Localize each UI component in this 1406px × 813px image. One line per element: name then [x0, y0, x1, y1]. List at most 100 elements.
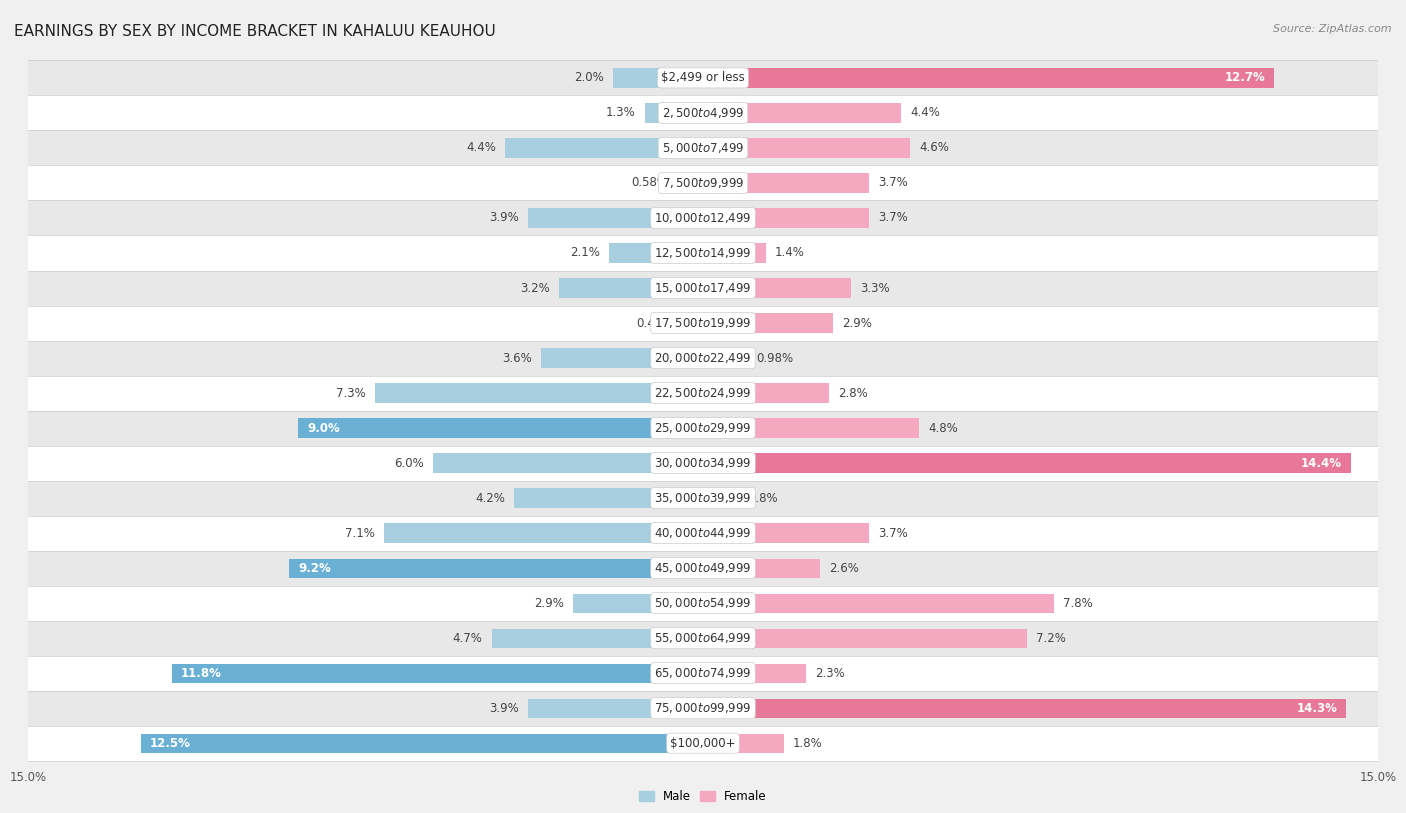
Text: 2.3%: 2.3%	[815, 667, 845, 680]
Bar	[703, 419, 920, 437]
Text: 12.5%: 12.5%	[149, 737, 190, 750]
Text: 0.46%: 0.46%	[636, 316, 673, 329]
Text: 7.2%: 7.2%	[1036, 632, 1066, 645]
Bar	[141, 733, 703, 753]
Text: 3.9%: 3.9%	[489, 211, 519, 224]
Text: $2,499 or less: $2,499 or less	[661, 72, 745, 85]
Bar	[613, 68, 703, 88]
Bar	[28, 411, 1378, 446]
Text: $10,000 to $12,499: $10,000 to $12,499	[654, 211, 752, 225]
Text: $100,000+: $100,000+	[671, 737, 735, 750]
Text: 3.9%: 3.9%	[489, 702, 519, 715]
Text: 7.8%: 7.8%	[1063, 597, 1092, 610]
Text: $55,000 to $64,999: $55,000 to $64,999	[654, 631, 752, 646]
Bar	[374, 384, 703, 402]
Bar	[384, 524, 703, 543]
Text: $65,000 to $74,999: $65,000 to $74,999	[654, 666, 752, 680]
Text: $20,000 to $22,499: $20,000 to $22,499	[654, 351, 752, 365]
Text: 2.8%: 2.8%	[838, 386, 868, 399]
Bar	[527, 698, 703, 718]
Bar	[703, 384, 830, 402]
Bar	[703, 278, 852, 298]
Bar	[28, 515, 1378, 550]
Bar	[703, 138, 910, 158]
Bar	[505, 138, 703, 158]
Bar	[703, 173, 869, 193]
Text: 3.7%: 3.7%	[879, 527, 908, 540]
Bar	[28, 236, 1378, 271]
Bar	[28, 271, 1378, 306]
Bar	[703, 698, 1347, 718]
Bar	[703, 68, 1274, 88]
Text: $25,000 to $29,999: $25,000 to $29,999	[654, 421, 752, 435]
Bar	[703, 208, 869, 228]
Text: 1.8%: 1.8%	[793, 737, 823, 750]
Text: 9.2%: 9.2%	[298, 562, 330, 575]
Text: 4.6%: 4.6%	[920, 141, 949, 154]
Text: 7.3%: 7.3%	[336, 386, 366, 399]
Bar	[433, 454, 703, 472]
Bar	[28, 341, 1378, 376]
Text: 3.2%: 3.2%	[520, 281, 550, 294]
Text: 4.4%: 4.4%	[467, 141, 496, 154]
Bar	[703, 628, 1026, 648]
Text: 3.7%: 3.7%	[879, 211, 908, 224]
Text: $45,000 to $49,999: $45,000 to $49,999	[654, 561, 752, 575]
Bar	[28, 95, 1378, 130]
Text: 14.3%: 14.3%	[1296, 702, 1337, 715]
Text: 0.58%: 0.58%	[631, 176, 668, 189]
Bar	[28, 550, 1378, 585]
Bar	[572, 593, 703, 613]
Text: 2.9%: 2.9%	[842, 316, 872, 329]
Bar	[28, 691, 1378, 726]
Text: 12.7%: 12.7%	[1225, 72, 1265, 85]
Bar	[172, 663, 703, 683]
Text: 1.3%: 1.3%	[606, 107, 636, 120]
Bar	[492, 628, 703, 648]
Bar	[541, 349, 703, 367]
Bar	[28, 620, 1378, 655]
Legend: Male, Female: Male, Female	[634, 785, 772, 808]
Text: $40,000 to $44,999: $40,000 to $44,999	[654, 526, 752, 540]
Bar	[28, 726, 1378, 761]
Bar	[28, 130, 1378, 166]
Text: $5,000 to $7,499: $5,000 to $7,499	[662, 141, 744, 155]
Bar	[703, 349, 747, 367]
Text: EARNINGS BY SEX BY INCOME BRACKET IN KAHALUU KEAUHOU: EARNINGS BY SEX BY INCOME BRACKET IN KAH…	[14, 24, 496, 39]
Text: $17,500 to $19,999: $17,500 to $19,999	[654, 316, 752, 330]
Bar	[28, 166, 1378, 201]
Bar	[676, 173, 703, 193]
Text: 9.0%: 9.0%	[307, 422, 340, 435]
Bar	[515, 489, 703, 508]
Text: 4.8%: 4.8%	[928, 422, 957, 435]
Text: 11.8%: 11.8%	[181, 667, 222, 680]
Text: 3.7%: 3.7%	[879, 176, 908, 189]
Bar	[644, 103, 703, 123]
Text: 3.6%: 3.6%	[502, 351, 531, 364]
Text: $15,000 to $17,499: $15,000 to $17,499	[654, 281, 752, 295]
Bar	[28, 201, 1378, 236]
Bar	[28, 376, 1378, 411]
Text: $35,000 to $39,999: $35,000 to $39,999	[654, 491, 752, 505]
Bar	[28, 60, 1378, 95]
Bar	[703, 489, 740, 508]
Bar	[560, 278, 703, 298]
Text: 2.9%: 2.9%	[534, 597, 564, 610]
Text: $30,000 to $34,999: $30,000 to $34,999	[654, 456, 752, 470]
Text: $7,500 to $9,999: $7,500 to $9,999	[662, 176, 744, 190]
Bar	[703, 559, 820, 578]
Bar	[28, 480, 1378, 515]
Text: 2.0%: 2.0%	[574, 72, 605, 85]
Text: $50,000 to $54,999: $50,000 to $54,999	[654, 596, 752, 610]
Text: $22,500 to $24,999: $22,500 to $24,999	[654, 386, 752, 400]
Text: $75,000 to $99,999: $75,000 to $99,999	[654, 701, 752, 715]
Text: Source: ZipAtlas.com: Source: ZipAtlas.com	[1274, 24, 1392, 34]
Bar	[28, 306, 1378, 341]
Bar	[703, 663, 807, 683]
Text: 14.4%: 14.4%	[1301, 457, 1341, 470]
Text: 2.1%: 2.1%	[569, 246, 599, 259]
Bar	[290, 559, 703, 578]
Bar	[703, 103, 901, 123]
Bar	[703, 243, 766, 263]
Bar	[703, 454, 1351, 472]
